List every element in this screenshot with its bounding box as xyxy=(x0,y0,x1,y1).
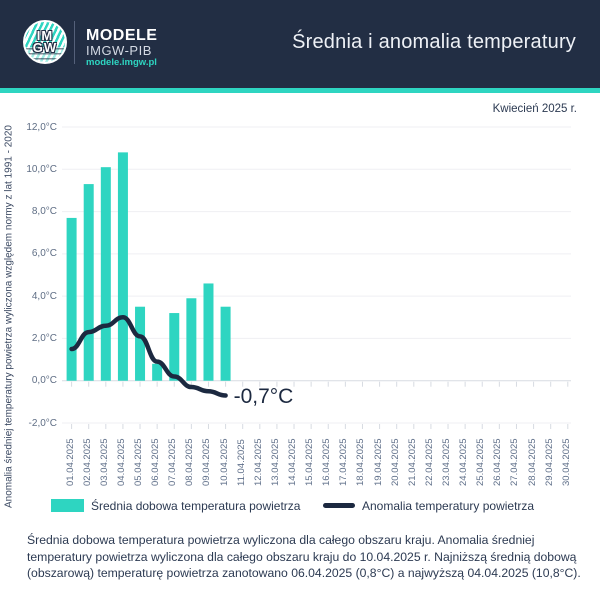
temperature-bar xyxy=(169,313,180,381)
x-tick-label: 18.04.2025 xyxy=(355,438,367,486)
temperature-bar xyxy=(152,363,163,381)
x-tick-label: 26.04.2025 xyxy=(492,438,504,486)
x-tick-label: 30.04.2025 xyxy=(560,438,572,486)
x-tick-label: 10.04.2025 xyxy=(218,438,230,486)
y-tick-label: 10,0°C xyxy=(26,163,57,175)
x-tick-label: 22.04.2025 xyxy=(423,438,435,486)
temperature-bar xyxy=(83,184,94,381)
x-tick-label: 25.04.2025 xyxy=(475,438,487,486)
x-tick-label: 13.04.2025 xyxy=(269,438,281,486)
x-tick-label: 20.04.2025 xyxy=(389,438,401,486)
legend-line-label: Anomalia temperatury powietrza xyxy=(362,499,535,513)
x-tick-label: 24.04.2025 xyxy=(458,438,470,486)
temperature-bar xyxy=(66,217,77,381)
header-bar: IM GW MODELE IMGW-PIB modele.imgw.pl Śre… xyxy=(0,0,600,88)
x-tick-label: 06.04.2025 xyxy=(150,438,162,486)
x-tick-label: 12.04.2025 xyxy=(252,438,264,486)
temperature-bar xyxy=(186,298,197,381)
imgw-logo: IM GW xyxy=(23,20,67,64)
temperature-bar xyxy=(203,283,214,381)
x-tick-label: 01.04.2025 xyxy=(64,438,76,486)
y-tick-label: -2,0°C xyxy=(28,417,57,429)
brand-org: IMGW-PIB xyxy=(86,43,152,58)
x-tick-label: 16.04.2025 xyxy=(321,438,333,486)
y-tick-label: 8,0°C xyxy=(31,206,57,218)
anomaly-line xyxy=(69,315,228,398)
x-tick-label: 17.04.2025 xyxy=(338,438,350,486)
legend-bar-swatch xyxy=(51,499,84,512)
logo-monogram-bottom: GW xyxy=(32,40,58,55)
x-tick-label: 02.04.2025 xyxy=(81,438,93,486)
period-label: Kwiecień 2025 r. xyxy=(492,103,577,115)
footnote: Średnia dobowa temperatura powietrza wyl… xyxy=(27,533,581,580)
y-tick-label: 0,0°C xyxy=(31,375,57,387)
y-tick-label: 2,0°C xyxy=(31,332,57,344)
x-tick-label: 04.04.2025 xyxy=(115,438,127,486)
x-tick-label: 08.04.2025 xyxy=(184,438,196,486)
x-tick-label: 14.04.2025 xyxy=(287,438,299,486)
x-tick-label: 09.04.2025 xyxy=(201,438,213,486)
brand-url: modele.imgw.pl xyxy=(86,57,157,68)
x-tick-label: 15.04.2025 xyxy=(304,438,316,486)
y-tick-label: 6,0°C xyxy=(31,248,57,260)
temperature-bar xyxy=(100,167,111,381)
x-tick-label: 07.04.2025 xyxy=(167,438,179,486)
logo-monogram-top: IM xyxy=(36,28,54,43)
y-tick-label: 4,0°C xyxy=(31,290,57,302)
x-tick-label: 21.04.2025 xyxy=(406,438,418,486)
x-tick-label: 05.04.2025 xyxy=(133,438,145,486)
legend-bar-label: Średnia dobowa temperatura powietrza xyxy=(91,499,301,513)
x-tick-label: 11.04.2025 xyxy=(235,439,247,486)
accent-band xyxy=(0,88,600,93)
x-tick-label: 27.04.2025 xyxy=(509,438,521,486)
logo-divider xyxy=(74,21,75,64)
x-tick-label: 19.04.2025 xyxy=(372,438,384,486)
brand-name: MODELE xyxy=(86,27,158,44)
x-tick-label: 28.04.2025 xyxy=(526,438,538,486)
x-tick-label: 03.04.2025 xyxy=(98,438,110,486)
temperature-bar xyxy=(117,152,128,381)
page-title: Średnia i anomalia temperatury xyxy=(292,31,576,53)
temperature-bar xyxy=(220,306,231,381)
x-tick-label: 29.04.2025 xyxy=(543,438,555,486)
x-tick-label: 23.04.2025 xyxy=(441,438,453,486)
temperature-bar xyxy=(135,306,146,381)
legend-line-swatch xyxy=(323,503,355,508)
line-end-annotation: -0,7°C xyxy=(233,384,294,408)
y-tick-label: 12,0°C xyxy=(26,121,57,133)
